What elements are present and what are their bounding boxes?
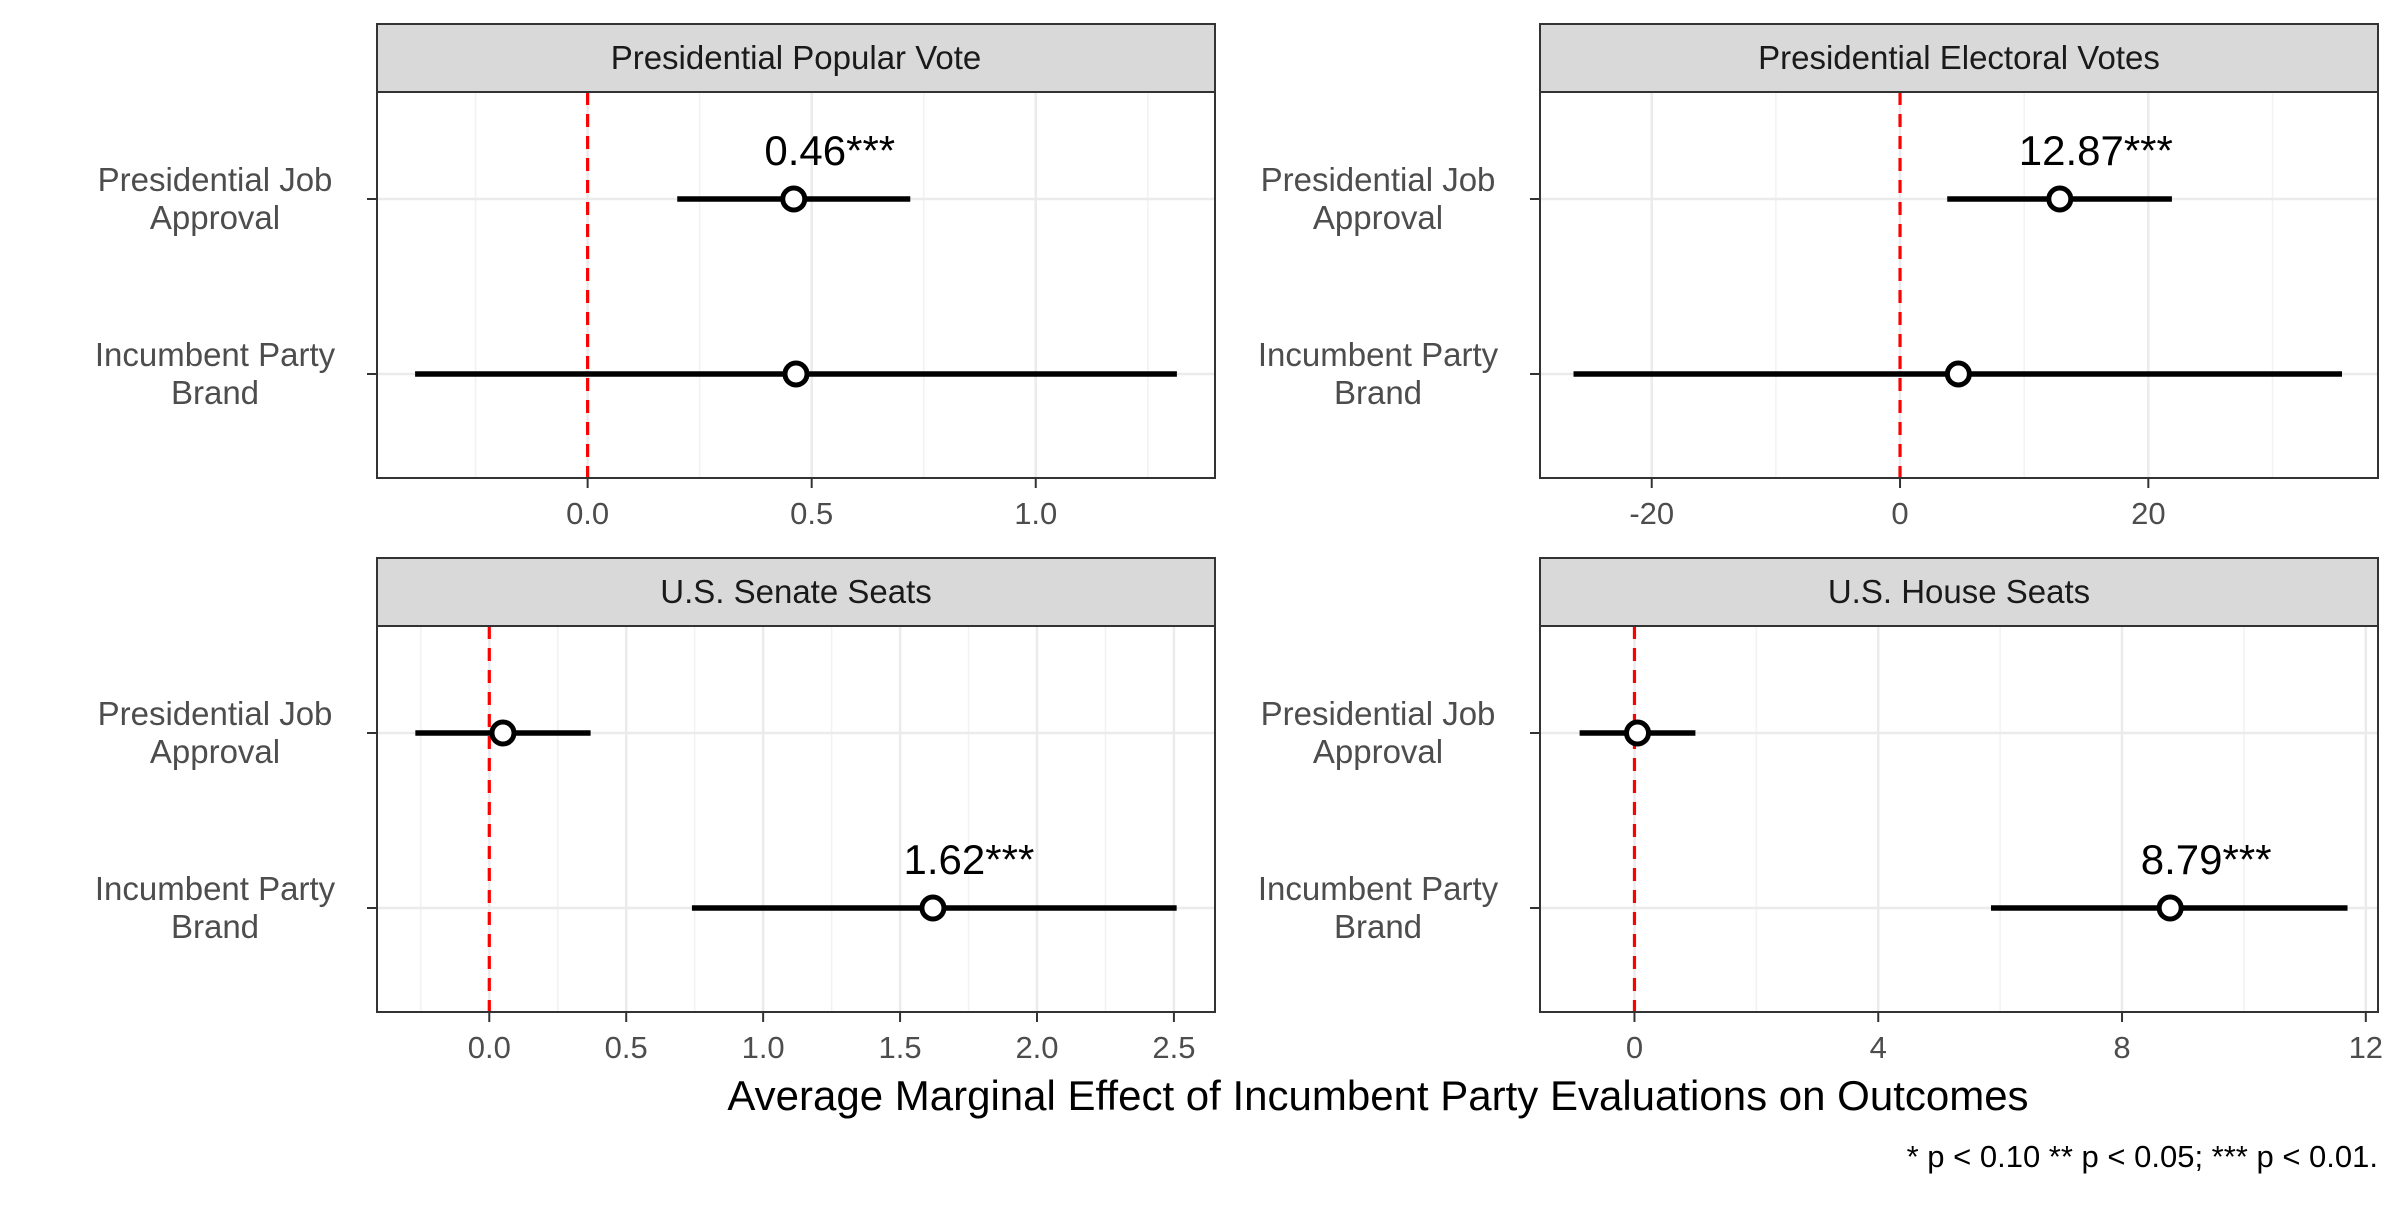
x-tick-label: 0 (1626, 1030, 1643, 1065)
y-tick-label: Incumbent Party Brand (1258, 870, 1499, 945)
estimate-label: 0.46*** (764, 127, 895, 174)
x-tick-label: 0.5 (605, 1030, 648, 1065)
panel-border (1539, 91, 2379, 479)
point-estimate (780, 185, 808, 213)
y-tick-label: Presidential Job Approval (1261, 161, 1496, 236)
y-tick-label: Presidential Job Approval (98, 161, 333, 236)
panel-strip (1539, 557, 2379, 627)
x-tick-label: 1.0 (1014, 496, 1057, 531)
point-estimate (782, 360, 810, 388)
estimate-label: 12.87*** (2019, 127, 2173, 174)
panel-title: Presidential Popular Vote (611, 39, 982, 76)
x-tick-label: 8 (2113, 1030, 2130, 1065)
point-estimate (1624, 719, 1652, 747)
panel-strip (376, 557, 1216, 627)
y-tick-label: Presidential Job Approval (1261, 695, 1496, 770)
panel-3: U.S. Senate Seats 1.62*** Presidential Job… (95, 557, 1216, 1065)
significance-caption: * p < 0.10 ** p < 0.05; *** p < 0.01. (1907, 1139, 2378, 1174)
panel-title: Presidential Electoral Votes (1758, 39, 2160, 76)
point-estimate (1944, 360, 1972, 388)
panel-strip (376, 23, 1216, 93)
point-estimate (919, 894, 947, 922)
x-tick-label: 0.0 (468, 1030, 511, 1065)
estimate-label: 8.79*** (2141, 836, 2272, 883)
estimate-label: 1.62*** (904, 836, 1035, 883)
x-tick-label: 4 (1870, 1030, 1887, 1065)
panel-title: U.S. Senate Seats (660, 573, 932, 610)
y-tick-label: Incumbent Party Brand (95, 870, 336, 945)
panel-strip (1539, 23, 2379, 93)
panel-2: Presidential Electoral Votes 12.87*** Pres… (1258, 23, 2379, 531)
y-tick-label: Incumbent Party Brand (1258, 336, 1499, 411)
point-estimate (489, 719, 517, 747)
x-tick-label: 12 (2349, 1030, 2383, 1065)
x-tick-label: 20 (2131, 496, 2165, 531)
panel-1: Presidential Popular Vote 0.46*** Presiden… (95, 23, 1216, 531)
panel-border (1539, 625, 2379, 1013)
point-estimate (2156, 894, 2184, 922)
x-tick-label: 2.5 (1152, 1030, 1195, 1065)
x-tick-label: 2.0 (1015, 1030, 1058, 1065)
x-tick-label: 0.5 (790, 496, 833, 531)
panel-4: U.S. House Seats 8.79*** Presidential Job A… (1258, 557, 2383, 1065)
x-tick-label: 1.5 (879, 1030, 922, 1065)
y-tick-label: Presidential Job Approval (98, 695, 333, 770)
panel-border (376, 91, 1216, 479)
x-tick-label: -20 (1629, 496, 1674, 531)
x-axis-title: Average Marginal Effect of Incumbent Par… (727, 1072, 2028, 1119)
panel-border (376, 625, 1216, 1013)
y-tick-label: Incumbent Party Brand (95, 336, 336, 411)
point-estimate (2046, 185, 2074, 213)
x-tick-label: 0 (1891, 496, 1908, 531)
panel-title: U.S. House Seats (1828, 573, 2090, 610)
x-tick-label: 0.0 (566, 496, 609, 531)
x-tick-label: 1.0 (742, 1030, 785, 1065)
